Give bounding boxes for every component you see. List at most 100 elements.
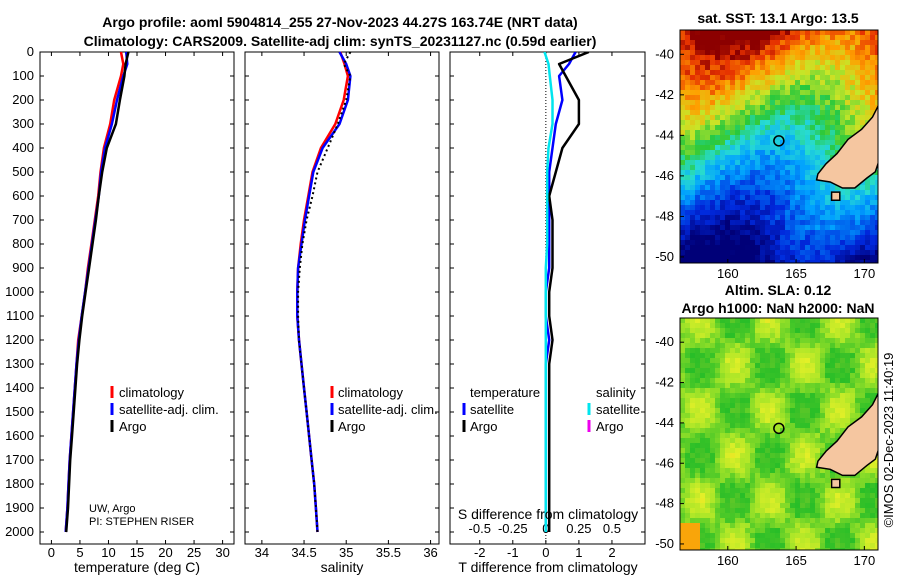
sst-cell xyxy=(735,125,740,130)
sla-cell xyxy=(800,498,805,503)
sla-cell xyxy=(775,328,780,333)
sla-cell xyxy=(710,473,715,478)
sst-cell xyxy=(700,50,705,55)
sla-cell xyxy=(820,483,825,488)
depth-tick-label: 800 xyxy=(12,236,34,251)
sst-cell xyxy=(845,60,850,65)
sst-cell xyxy=(745,165,750,170)
sst-cell xyxy=(785,190,790,195)
sst-cell xyxy=(825,55,830,60)
sla-cell xyxy=(850,368,855,373)
float-position-marker xyxy=(773,135,785,147)
sla-cell xyxy=(795,493,800,498)
sst-cell xyxy=(820,220,825,225)
sla-cell xyxy=(775,448,780,453)
tdiff-xlabel: T difference from climatology xyxy=(458,559,637,575)
sla-cell xyxy=(700,398,705,403)
sst-cell xyxy=(870,260,875,263)
sst-cell xyxy=(715,120,720,125)
sst-cell xyxy=(720,250,725,255)
sla-cell xyxy=(680,393,685,398)
sst-cell xyxy=(800,115,805,120)
sst-cell xyxy=(685,145,690,150)
sst-cell xyxy=(790,95,795,100)
sst-cell xyxy=(795,80,800,85)
sla-cell xyxy=(855,338,860,343)
sla-cell xyxy=(775,498,780,503)
sla-cell xyxy=(685,363,690,368)
sla-cell xyxy=(800,333,805,338)
sla-cell xyxy=(780,418,785,423)
sst-cell xyxy=(785,260,790,263)
sla-cell xyxy=(825,488,830,493)
sst-cell xyxy=(755,125,760,130)
sst-cell xyxy=(760,165,765,170)
sst-cell xyxy=(715,75,720,80)
sst-cell xyxy=(870,180,875,185)
sla-cell xyxy=(700,383,705,388)
sla-cell xyxy=(835,318,840,323)
sla-cell xyxy=(790,503,795,508)
sst-cell xyxy=(700,160,705,165)
sst-cell xyxy=(720,165,725,170)
sla-cell xyxy=(745,423,750,428)
sla-cell xyxy=(720,528,725,533)
sst-cell xyxy=(850,255,855,260)
sst-cell xyxy=(830,255,835,260)
sla-cell xyxy=(765,443,770,448)
sst-cell xyxy=(760,260,765,263)
sst-cell xyxy=(795,90,800,95)
sst-cell xyxy=(875,190,878,195)
sla-cell xyxy=(720,548,725,550)
sst-cell xyxy=(800,110,805,115)
sla-cell xyxy=(700,458,705,463)
sst-cell xyxy=(845,100,850,105)
sla-cell xyxy=(795,433,800,438)
sst-cell xyxy=(760,60,765,65)
sla-land xyxy=(773,392,878,489)
sst-cell xyxy=(830,105,835,110)
sst-cell xyxy=(835,70,840,75)
sla-cell xyxy=(690,463,695,468)
sla-cell xyxy=(730,423,735,428)
sla-cell xyxy=(815,533,820,538)
sst-cell xyxy=(715,90,720,95)
sst-cell xyxy=(790,85,795,90)
sla-cell xyxy=(750,473,755,478)
sla-cell xyxy=(860,388,865,393)
sla-cell xyxy=(790,443,795,448)
sst-cell xyxy=(710,75,715,80)
sla-cell xyxy=(695,368,700,373)
sst-cell xyxy=(850,125,855,130)
sst-cell xyxy=(710,200,715,205)
sst-cell xyxy=(795,195,800,200)
sla-cell xyxy=(790,458,795,463)
sla-cell xyxy=(780,533,785,538)
sla-cell xyxy=(710,463,715,468)
sst-cell xyxy=(830,130,835,135)
sst-cell xyxy=(820,65,825,70)
sla-cell xyxy=(715,548,720,550)
x-tick-label-sdiff: 0.5 xyxy=(603,521,621,536)
sla-cell xyxy=(875,368,878,373)
land-south-island xyxy=(815,104,878,189)
sla-cell xyxy=(860,318,865,323)
sla-cell xyxy=(850,323,855,328)
sla-cell xyxy=(875,528,878,533)
sla-cell xyxy=(870,523,875,528)
sst-cell xyxy=(725,165,730,170)
sla-cell xyxy=(800,338,805,343)
sla-cell xyxy=(715,423,720,428)
sst-cell xyxy=(780,215,785,220)
sst-cell xyxy=(860,195,865,200)
sla-cell xyxy=(830,518,835,523)
sla-cell xyxy=(805,523,810,528)
sla-cell xyxy=(795,523,800,528)
sla-cell xyxy=(860,323,865,328)
sla-cell xyxy=(705,388,710,393)
sla-cell xyxy=(740,548,745,550)
sst-cell xyxy=(835,185,840,190)
sla-cell xyxy=(760,388,765,393)
sla-cell xyxy=(695,323,700,328)
sla-cell xyxy=(775,493,780,498)
